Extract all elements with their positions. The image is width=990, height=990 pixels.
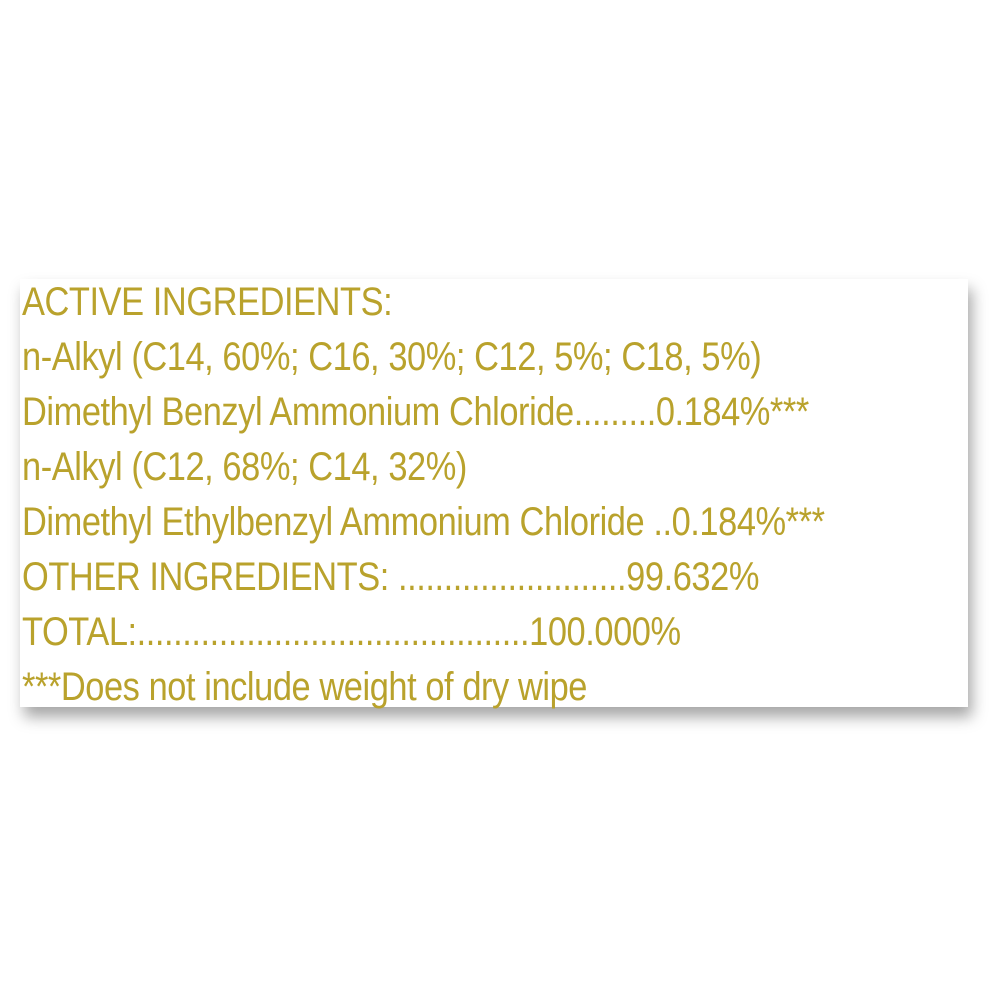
- footnote: ***Does not include weight of dry wipe: [22, 665, 587, 709]
- ingredient-line: Dimethyl Ethylbenzyl Ammonium Chloride .…: [22, 500, 825, 544]
- other-ingredients-line: OTHER INGREDIENTS: .....................…: [22, 555, 759, 599]
- ingredient-line: n-Alkyl (C14, 60%; C16, 30%; C12, 5%; C1…: [22, 335, 762, 379]
- active-ingredients-heading: ACTIVE INGREDIENTS:: [22, 280, 393, 324]
- ingredient-line: n-Alkyl (C12, 68%; C14, 32%): [22, 445, 467, 489]
- total-line: TOTAL:..................................…: [22, 610, 681, 654]
- ingredients-text: ACTIVE INGREDIENTS: n-Alkyl (C14, 60%; C…: [22, 275, 825, 715]
- ingredients-label: ACTIVE INGREDIENTS: n-Alkyl (C14, 60%; C…: [20, 279, 968, 709]
- ingredient-line: Dimethyl Benzyl Ammonium Chloride.......…: [22, 390, 809, 434]
